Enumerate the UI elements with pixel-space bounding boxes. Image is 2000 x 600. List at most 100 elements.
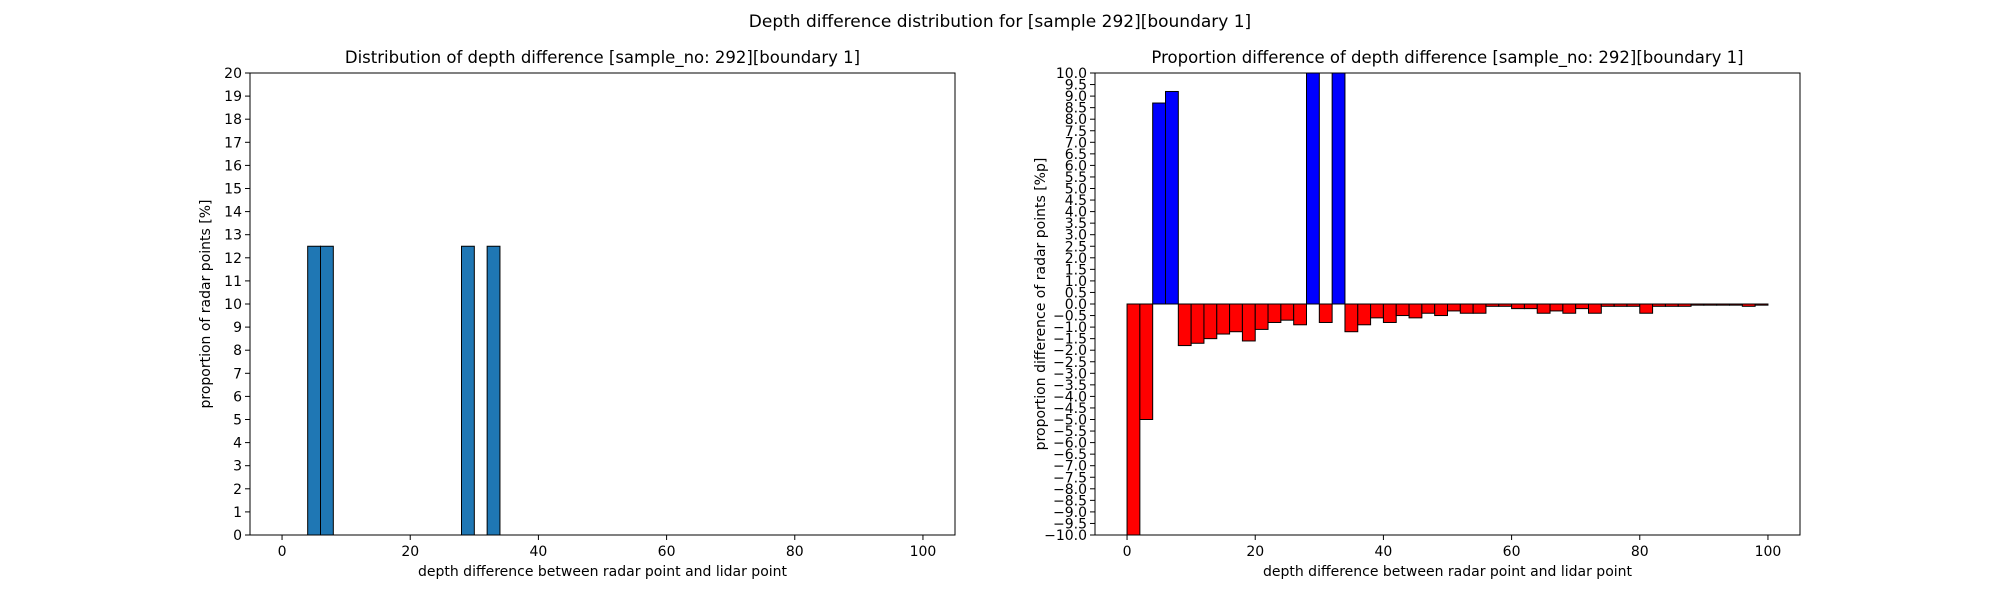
bar [1472, 303, 1487, 314]
chart-right-bars [1126, 72, 1769, 536]
bar [1165, 90, 1179, 305]
y-tick-label: 19 [224, 89, 242, 105]
y-tick-label: −3.5 [1053, 378, 1087, 394]
bar [1139, 303, 1154, 420]
bar [1254, 303, 1269, 330]
y-tick-label: 11 [224, 274, 242, 290]
y-tick-label: −9.0 [1053, 505, 1087, 521]
x-tick-label: 80 [1631, 544, 1649, 560]
bar [1203, 303, 1218, 340]
chart-right-y-axis-label: proportion difference of radar points [%… [1033, 158, 1049, 451]
chart-left-x-ticks: 0 20 40 60 80 100 [278, 535, 937, 560]
y-tick-label: 14 [224, 205, 242, 221]
bar [1575, 303, 1589, 310]
y-tick-label: 6.0 [1065, 158, 1087, 174]
y-tick-label: 13 [224, 228, 242, 244]
y-tick-label: 3.5 [1065, 216, 1087, 232]
bar [1370, 303, 1384, 319]
y-tick-label: 1.0 [1065, 274, 1087, 290]
x-tick-label: 40 [529, 544, 547, 560]
y-tick-label: −6.5 [1053, 447, 1087, 463]
x-tick-label: 20 [1246, 544, 1264, 560]
y-tick-label: 18 [224, 112, 242, 128]
y-tick-label: −1.5 [1053, 332, 1087, 348]
bar [1716, 303, 1730, 306]
y-tick-label: 7.0 [1065, 135, 1087, 151]
x-tick-label: 60 [658, 544, 676, 560]
bar [1126, 303, 1141, 536]
y-tick-label: −5.5 [1053, 424, 1087, 440]
y-tick-label: −2.0 [1053, 343, 1087, 359]
x-tick-label: 20 [401, 544, 419, 560]
y-tick-label: 20 [224, 66, 242, 82]
y-tick-label: 5 [233, 413, 242, 429]
y-tick-label: 0 [233, 528, 242, 544]
chart-left-bars [307, 245, 501, 536]
bar [1600, 303, 1615, 307]
y-tick-label: 8.0 [1065, 112, 1087, 128]
chart-right-x-axis-label: depth difference between radar point and… [1263, 564, 1633, 580]
x-tick-label: 60 [1503, 544, 1521, 560]
y-tick-label: −9.5 [1053, 516, 1087, 532]
chart-left-title: Distribution of depth difference [sample… [345, 48, 860, 68]
y-tick-label: 8.5 [1065, 101, 1087, 117]
bar [1177, 303, 1192, 347]
bar [1434, 303, 1448, 317]
y-tick-label: −8.0 [1053, 482, 1087, 498]
y-tick-label: 15 [224, 182, 242, 198]
y-tick-label: 16 [224, 158, 242, 174]
y-tick-label: −4.0 [1053, 389, 1087, 405]
chart-right-frame [1094, 72, 1801, 536]
y-tick-label: −1.0 [1053, 320, 1087, 336]
bar [1639, 303, 1654, 314]
y-tick-label: 2 [233, 482, 242, 498]
bar [1229, 303, 1243, 333]
chart-left-y-axis-label: proportion of radar points [%] [198, 199, 214, 408]
bar [1562, 303, 1577, 314]
bar [1690, 303, 1705, 306]
y-tick-label: 10 [224, 297, 242, 313]
bar [307, 245, 322, 536]
y-tick-label: 8 [233, 343, 242, 359]
y-tick-label: 7.5 [1065, 124, 1087, 140]
y-tick-label: −7.0 [1053, 459, 1087, 475]
bar [1306, 72, 1320, 305]
bar [1626, 303, 1641, 307]
bar [1293, 303, 1307, 326]
y-tick-label: 12 [224, 251, 242, 267]
x-tick-label: 100 [1755, 544, 1782, 560]
y-tick-label: 2.0 [1065, 251, 1087, 267]
bar [1152, 102, 1166, 305]
y-tick-label: 17 [224, 135, 242, 151]
bar [1729, 303, 1743, 306]
y-tick-label: 9 [233, 320, 242, 336]
y-tick-label: 1 [233, 505, 242, 521]
bar [1216, 303, 1231, 335]
bar [1498, 303, 1513, 307]
bar [1754, 303, 1769, 306]
bar [1331, 72, 1346, 305]
bar [1677, 303, 1692, 307]
y-tick-label: 0.0 [1065, 297, 1087, 313]
x-tick-label: 0 [1123, 544, 1132, 560]
bar [1241, 303, 1256, 342]
bar [1318, 303, 1333, 323]
bar [1652, 303, 1666, 307]
x-tick-label: 100 [910, 544, 937, 560]
bar [320, 245, 334, 536]
bar [1408, 303, 1423, 319]
y-tick-label: −8.5 [1053, 493, 1087, 509]
bar [486, 245, 501, 536]
x-tick-label: 0 [278, 544, 287, 560]
bar [1344, 303, 1359, 333]
y-tick-label: 3 [233, 459, 242, 475]
y-tick-label: −4.5 [1053, 401, 1087, 417]
bar [1536, 303, 1551, 314]
y-tick-label: 0.5 [1065, 285, 1087, 301]
y-tick-label: 3.0 [1065, 228, 1087, 244]
y-tick-label: −3.0 [1053, 366, 1087, 382]
y-tick-label: 7 [233, 366, 242, 382]
bar [1382, 303, 1397, 323]
